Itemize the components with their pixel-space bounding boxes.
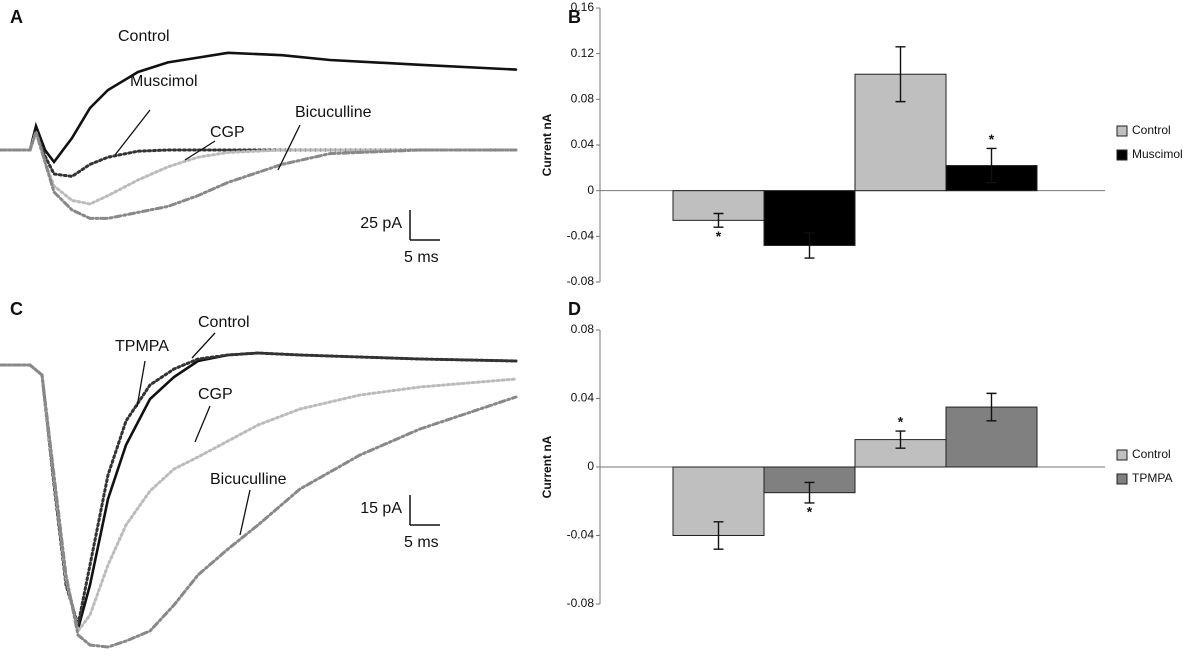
- legend-label: TPMPA: [1132, 471, 1172, 485]
- error-bar: [804, 232, 815, 259]
- scale-label-x: 5 ms: [404, 249, 439, 266]
- error-bar: [986, 147, 997, 184]
- legend-swatch: [1116, 125, 1128, 137]
- trace: [0, 363, 518, 635]
- legend-swatch: [1116, 449, 1128, 461]
- error-bar: [713, 521, 724, 550]
- y-axis-title: Current nA: [540, 113, 554, 176]
- y-tick-label: 0: [587, 183, 594, 197]
- leader-line: [136, 360, 146, 408]
- trace: [0, 51, 518, 165]
- scale-label-y: 15 pA: [360, 500, 402, 517]
- legend-label: Control: [1132, 123, 1171, 137]
- y-tick-label: -0.08: [567, 596, 595, 610]
- error-bar: [895, 430, 906, 449]
- leader-line: [114, 109, 151, 156]
- trace-label: Control: [118, 28, 170, 45]
- error-bar: [895, 46, 906, 103]
- trace: [0, 351, 518, 626]
- trace: [0, 351, 518, 630]
- scale-label-y: 25 pA: [360, 215, 402, 232]
- trace-label: TPMPA: [115, 338, 169, 355]
- scale-label-x: 5 ms: [404, 534, 439, 551]
- significance-mark: *: [898, 414, 904, 430]
- y-tick-label: 0.08: [571, 92, 595, 106]
- y-tick-label: 0.04: [571, 137, 595, 151]
- legend-swatch: [1116, 473, 1128, 485]
- y-tick-label: -0.04: [567, 528, 595, 542]
- trace: [0, 127, 518, 220]
- leader-line: [191, 332, 216, 359]
- panel-letter: D: [568, 299, 581, 319]
- leader-line: [277, 124, 301, 171]
- y-axis-title: Current nA: [540, 435, 554, 498]
- panel-letter: B: [568, 7, 581, 27]
- trace: [0, 363, 518, 649]
- error-bar: [804, 481, 815, 504]
- leader-line: [239, 489, 251, 536]
- trace: [0, 127, 518, 206]
- leader-line: [194, 405, 211, 443]
- trace-label: Bicuculline: [295, 104, 372, 121]
- y-tick-label: 0.12: [571, 46, 595, 60]
- y-tick-label: 0: [587, 459, 594, 473]
- y-tick-label: 0.08: [571, 322, 595, 336]
- trace-label: Muscimol: [130, 73, 198, 90]
- trace-label: CGP: [198, 386, 233, 403]
- error-bar: [986, 392, 997, 422]
- y-tick-label: -0.04: [567, 229, 595, 243]
- significance-mark: *: [716, 228, 722, 244]
- y-tick-label: -0.08: [567, 274, 595, 288]
- legend-label: Control: [1132, 447, 1171, 461]
- leader-line: [184, 140, 216, 161]
- trace-label: Control: [198, 314, 250, 331]
- legend-swatch: [1116, 149, 1128, 161]
- y-tick-label: 0.04: [571, 391, 595, 405]
- y-tick-label: 0.16: [571, 0, 595, 14]
- significance-mark: *: [989, 131, 995, 147]
- panel-letter: C: [10, 299, 23, 319]
- trace: [0, 127, 518, 178]
- trace-label: CGP: [210, 124, 245, 141]
- panel-letter: A: [10, 7, 23, 27]
- trace-label: Bicuculline: [210, 471, 287, 488]
- error-bar: [713, 212, 724, 228]
- legend-label: Muscimol: [1132, 147, 1183, 161]
- significance-mark: *: [807, 504, 813, 520]
